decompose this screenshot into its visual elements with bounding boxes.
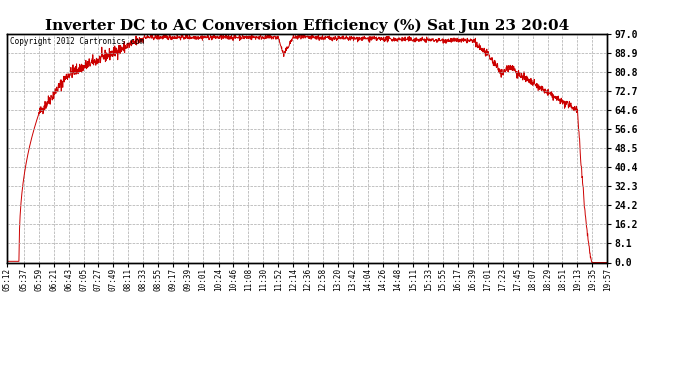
Title: Inverter DC to AC Conversion Efficiency (%) Sat Jun 23 20:04: Inverter DC to AC Conversion Efficiency … bbox=[45, 18, 569, 33]
Text: Copyright 2012 Cartronics.com: Copyright 2012 Cartronics.com bbox=[10, 37, 144, 46]
